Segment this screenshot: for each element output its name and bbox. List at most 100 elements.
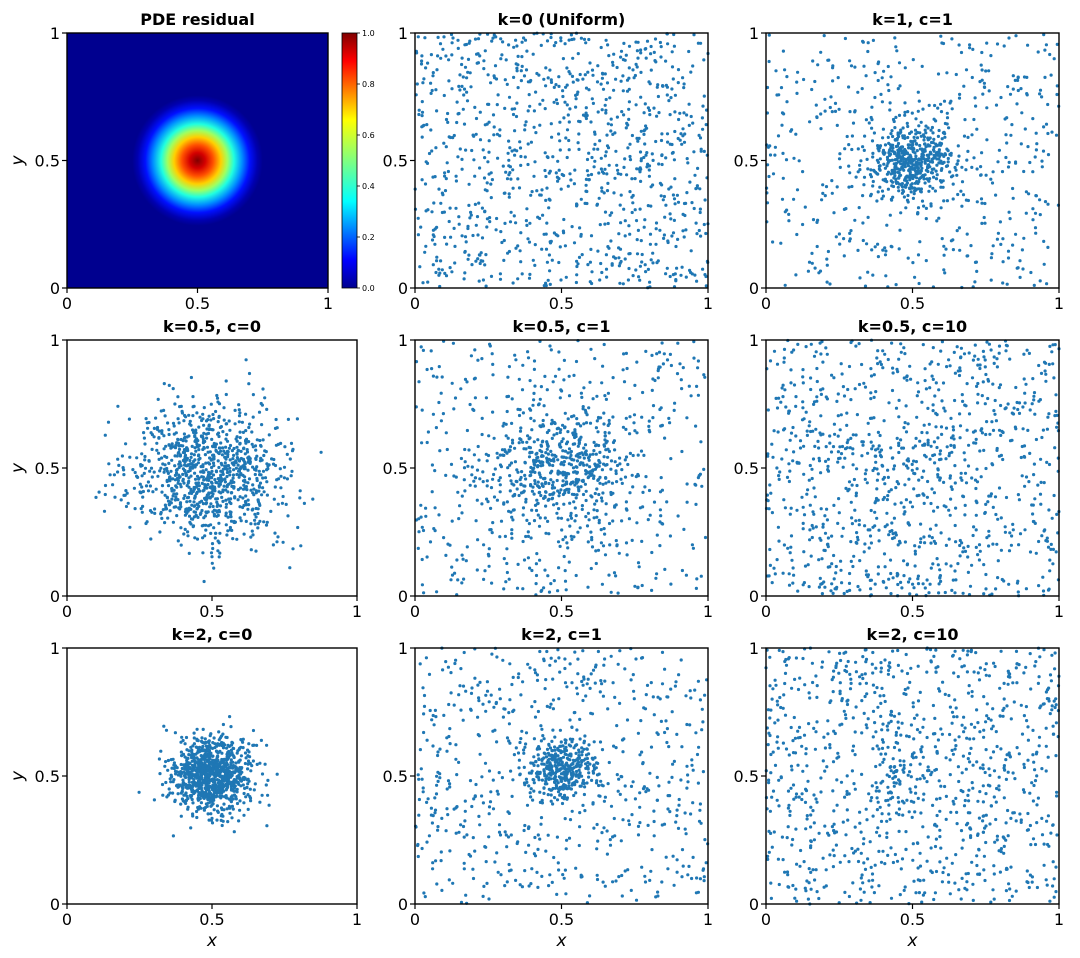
scatter-point <box>935 152 938 155</box>
scatter-point <box>660 132 663 135</box>
scatter-point <box>582 405 585 408</box>
scatter-point <box>869 534 872 537</box>
scatter-point <box>644 48 647 51</box>
scatter-point <box>205 468 208 471</box>
scatter-point <box>938 452 941 455</box>
scatter-point <box>627 278 630 281</box>
scatter-point <box>917 390 920 393</box>
scatter-point <box>941 237 944 240</box>
scatter-point <box>242 488 245 491</box>
scatter-point <box>782 572 785 575</box>
scatter-point <box>931 126 934 129</box>
scatter-point <box>578 437 581 440</box>
scatter-point <box>526 350 529 353</box>
scatter-point <box>664 204 667 207</box>
scatter-point <box>616 66 619 69</box>
scatter-point <box>955 163 958 166</box>
scatter-point <box>955 174 958 177</box>
scatter-point <box>584 469 587 472</box>
scatter-point <box>547 206 550 209</box>
scatter-point <box>911 583 914 586</box>
scatter-point <box>903 195 906 198</box>
scatter-point <box>456 39 459 42</box>
scatter-point <box>788 480 791 483</box>
scatter-point <box>990 348 993 351</box>
scatter-point <box>810 252 813 255</box>
scatter-point <box>864 285 867 288</box>
scatter-point <box>640 450 643 453</box>
scatter-point <box>660 406 663 409</box>
scatter-point <box>147 489 150 492</box>
scatter-point <box>829 106 832 109</box>
scatter-point <box>437 513 440 516</box>
scatter-point <box>1002 579 1005 582</box>
scatter-point <box>291 547 294 550</box>
scatter-point <box>592 148 595 151</box>
colorbar-tick-label: 0.2 <box>362 233 375 242</box>
scatter-point <box>976 553 979 556</box>
scatter-point <box>463 271 466 274</box>
scatter-point <box>673 197 676 200</box>
scatter-point <box>936 557 939 560</box>
scatter-point <box>783 543 786 546</box>
scatter-point <box>556 176 559 179</box>
scatter-point <box>848 59 851 62</box>
scatter-point <box>963 352 966 355</box>
scatter-point <box>113 473 116 476</box>
scatter-point <box>540 444 543 447</box>
scatter-point <box>437 401 440 404</box>
scatter-point <box>124 442 127 445</box>
scatter-point <box>547 482 550 485</box>
scatter-point <box>659 514 662 517</box>
scatter-point <box>299 489 302 492</box>
scatter-point <box>579 120 582 123</box>
scatter-point <box>562 503 565 506</box>
scatter-point <box>693 207 696 210</box>
scatter-point <box>911 505 914 508</box>
x-tick-label: 0 <box>62 602 72 621</box>
scatter-point <box>191 445 194 448</box>
scatter-point <box>587 512 590 515</box>
scatter-point <box>243 533 246 536</box>
scatter-point <box>511 187 514 190</box>
scatter-point <box>1045 123 1048 126</box>
scatter-point <box>1005 496 1008 499</box>
scatter-point <box>597 549 600 552</box>
scatter-point <box>582 493 585 496</box>
scatter-point <box>533 160 536 163</box>
scatter-point <box>664 60 667 63</box>
scatter-point <box>510 537 513 540</box>
scatter-point <box>562 456 565 459</box>
scatter-point <box>234 409 237 412</box>
scatter-point <box>185 500 188 503</box>
scatter-point <box>938 458 941 461</box>
scatter-point <box>679 274 682 277</box>
scatter-point <box>907 459 910 462</box>
scatter-point <box>625 352 628 355</box>
scatter-point <box>596 509 599 512</box>
scatter-point <box>908 577 911 580</box>
scatter-point <box>961 180 964 183</box>
scatter-point <box>464 460 467 463</box>
scatter-point <box>849 229 852 232</box>
scatter-point <box>702 468 705 471</box>
scatter-point <box>529 483 532 486</box>
scatter-point <box>476 62 479 65</box>
scatter-point <box>874 501 877 504</box>
scatter-point <box>868 433 871 436</box>
scatter-point <box>653 501 656 504</box>
scatter-point <box>546 388 549 391</box>
scatter-point <box>228 429 231 432</box>
x-tick-label: 0.5 <box>900 294 925 313</box>
scatter-point <box>471 234 474 237</box>
scatter-point <box>543 569 546 572</box>
scatter-point <box>698 229 701 232</box>
scatter-point <box>691 64 694 67</box>
scatter-point <box>982 350 985 353</box>
scatter-point <box>673 45 676 48</box>
scatter-point <box>821 192 824 195</box>
scatter-point <box>559 488 562 491</box>
scatter-point <box>978 449 981 452</box>
scatter-point <box>585 202 588 205</box>
scatter-point <box>917 479 920 482</box>
